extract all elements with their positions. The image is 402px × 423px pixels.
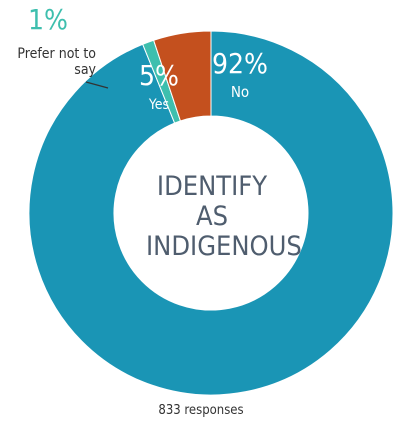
leader-line xyxy=(85,81,109,89)
value-label: 1% xyxy=(28,3,68,36)
category-label: Yes xyxy=(148,97,170,113)
value-label: 92% xyxy=(212,47,268,80)
chart-title: IDENTIFY AS INDIGENOUS xyxy=(146,171,302,262)
category-label: Prefer not to say xyxy=(17,46,96,78)
donut-segment xyxy=(28,30,394,396)
footnote: 833 responses xyxy=(158,403,244,418)
donut-segment xyxy=(153,30,212,122)
value-label: 5% xyxy=(139,59,179,92)
category-label: No xyxy=(230,83,250,101)
